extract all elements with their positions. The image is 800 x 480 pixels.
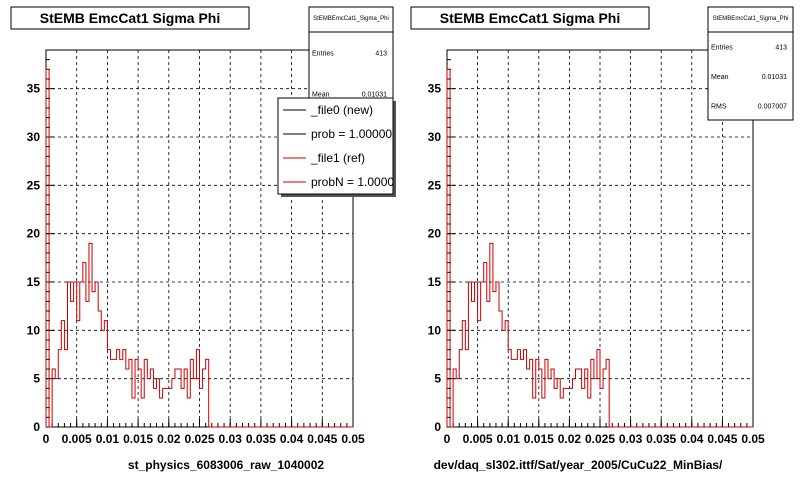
y-tick-label: 35: [428, 82, 442, 96]
x-tick-label: 0.04: [680, 432, 704, 446]
chart-title: StEMB EmcCat1 Sigma Phi: [40, 10, 221, 26]
stats-value: 0.01031: [762, 74, 787, 81]
x-tick-label: 0.025: [184, 432, 214, 446]
legend: _file0 (new) prob = 1.000000 _file1 (ref) p…: [277, 97, 408, 197]
legend-label: _file1 (ref): [310, 151, 365, 165]
y-tick-label: 25: [27, 178, 41, 192]
stats-value: 413: [375, 51, 387, 58]
x-tick-label: 0.02: [558, 432, 582, 446]
stats-name: StEMBEmcCat1_Sigma_Phi: [313, 16, 389, 22]
y-tick-label: 20: [27, 227, 41, 241]
title-box: [10, 6, 250, 30]
y-tick-label: 15: [27, 275, 41, 289]
x-tick-label: 0.02: [157, 432, 181, 446]
histogram-series: [446, 68, 753, 428]
x-tick-label: 0.03: [619, 432, 643, 446]
chart-panel-1: 0 0.005 0.01 0.015 0.02 0.025 0.03 0.035 0.04 0.0…: [10, 6, 408, 472]
x-tick-label: 0.005: [463, 432, 493, 446]
stats-label: Mean: [711, 74, 729, 81]
y-tick-label: 0: [434, 420, 441, 434]
x-tick-label: 0: [444, 432, 451, 446]
x-tick-label: 0.05: [341, 432, 365, 446]
x-axis-label: dev/daq_sl302.ittf/Sat/year_2005/CuCu22_…: [434, 458, 723, 472]
stats-box: StEMBEmcCat1_Sigma_Phi Entries 413 Mean 0.01…: [707, 6, 794, 121]
stats-name: StEMBEmcCat1_Sigma_Phi: [713, 16, 789, 22]
x-tick-label: 0.05: [741, 432, 765, 446]
legend-frame: [277, 97, 394, 195]
stats-label: RMS: [711, 103, 727, 110]
chart-panel-2: 0 0.005 0.01 0.015 0.02 0.025 0.03 0.035 0.04 0.0…: [410, 6, 794, 472]
stats-value: 0.007007: [758, 103, 787, 110]
x-tick-label: 0.015: [123, 432, 153, 446]
x-axis-label: st_physics_6083006_raw_1040002: [128, 458, 324, 472]
y-tick-label: 15: [428, 275, 442, 289]
histogram-series: [45, 68, 353, 428]
stats-value: 413: [775, 45, 787, 52]
x-tick-label: 0.045: [707, 432, 737, 446]
x-tick-label: 0.045: [307, 432, 337, 446]
legend-label: prob = 1.000000: [311, 127, 399, 141]
x-tick-label: 0.015: [524, 432, 554, 446]
title-box: [410, 6, 650, 30]
y-tick-label: 5: [434, 372, 441, 386]
x-tick-label: 0.035: [646, 432, 676, 446]
y-tick-label: 30: [428, 130, 442, 144]
x-tick-label: 0.01: [497, 432, 521, 446]
stats-label: Entries: [711, 45, 733, 52]
y-tick-label: 35: [27, 82, 41, 96]
chart-title: StEMB EmcCat1 Sigma Phi: [440, 10, 621, 26]
y-tick-label: 10: [428, 323, 442, 337]
stats-frame: [707, 6, 794, 121]
x-tick-label: 0.035: [246, 432, 276, 446]
y-tick-label: 5: [33, 372, 40, 386]
stats-label: Entries: [312, 51, 334, 58]
legend-label: probN = 1.000000: [311, 175, 408, 189]
stats-value: 0.01031: [362, 92, 387, 99]
x-tick-label: 0.01: [96, 432, 120, 446]
legend-label: _file0 (new): [310, 103, 373, 117]
x-tick-label: 0.04: [280, 432, 304, 446]
x-tick-label: 0.025: [585, 432, 615, 446]
y-tick-label: 30: [27, 130, 41, 144]
stats-label: Mean: [312, 92, 330, 99]
y-tick-label: 10: [27, 323, 41, 337]
x-tick-label: 0: [43, 432, 50, 446]
x-tick-label: 0.03: [219, 432, 243, 446]
legend-entries: _file0 (new) prob = 1.000000 _file1 (ref) p…: [283, 103, 408, 189]
y-tick-label: 25: [428, 178, 442, 192]
stats-box: StEMBEmcCat1_Sigma_Phi Entries 413 Mean 0.01…: [308, 6, 394, 115]
y-tick-label: 20: [428, 227, 442, 241]
y-tick-label: 0: [33, 420, 40, 434]
x-tick-label: 0.005: [62, 432, 92, 446]
